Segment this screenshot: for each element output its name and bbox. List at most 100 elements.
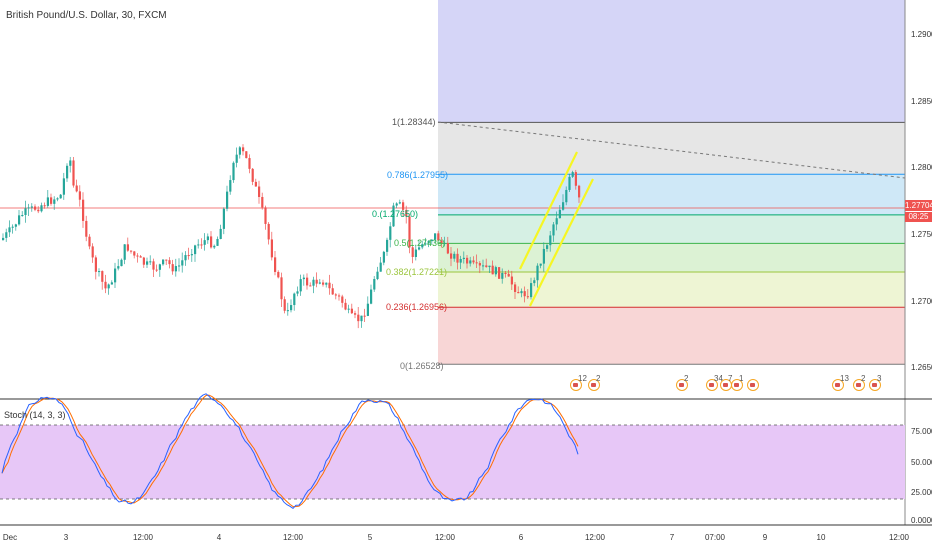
fib-label-0786: 0.786(1.27955) bbox=[387, 170, 449, 180]
candle bbox=[427, 240, 430, 248]
candle bbox=[34, 204, 37, 212]
stoch-tick: 50.0000 bbox=[911, 458, 932, 467]
price-tick: 1.27000 bbox=[911, 297, 932, 306]
channel-lower-line[interactable] bbox=[529, 178, 594, 307]
candle bbox=[376, 266, 379, 281]
candle bbox=[379, 256, 382, 272]
candle bbox=[174, 258, 177, 277]
candle bbox=[242, 144, 245, 156]
price-tick: 1.28000 bbox=[911, 163, 932, 172]
candle bbox=[2, 233, 5, 241]
channel-upper-line[interactable] bbox=[519, 151, 578, 270]
candle bbox=[408, 213, 411, 254]
candle bbox=[219, 224, 222, 240]
candle bbox=[322, 279, 325, 287]
candle bbox=[158, 263, 161, 277]
event-count: 2 bbox=[861, 374, 866, 383]
candle bbox=[270, 231, 273, 261]
time-tick: 12:00 bbox=[584, 533, 606, 542]
candle bbox=[85, 215, 88, 242]
candle bbox=[507, 269, 510, 277]
candle bbox=[210, 231, 213, 249]
candle bbox=[318, 278, 321, 285]
candle bbox=[235, 147, 238, 168]
candle bbox=[494, 265, 497, 277]
candle bbox=[331, 283, 334, 295]
candle bbox=[203, 233, 206, 251]
candle bbox=[155, 264, 158, 272]
event-marker[interactable]: 2 bbox=[676, 374, 692, 398]
candle bbox=[542, 242, 545, 272]
candle bbox=[578, 184, 581, 203]
candle bbox=[402, 199, 405, 217]
flag-icon bbox=[869, 379, 881, 391]
event-count: 34 bbox=[714, 374, 723, 383]
candle bbox=[171, 259, 174, 275]
candle bbox=[206, 233, 209, 244]
candle bbox=[152, 258, 155, 278]
candle bbox=[50, 193, 53, 206]
candle bbox=[312, 276, 315, 294]
fib-zone bbox=[438, 214, 905, 244]
candle bbox=[254, 178, 257, 187]
candle bbox=[37, 206, 40, 214]
candle bbox=[443, 236, 446, 247]
candle bbox=[245, 151, 248, 159]
event-marker[interactable] bbox=[747, 374, 761, 398]
flag-icon bbox=[832, 379, 844, 391]
fib-zone bbox=[438, 271, 905, 308]
candle bbox=[258, 180, 261, 204]
candle bbox=[168, 257, 171, 269]
fib-retracement-lines[interactable] bbox=[438, 121, 905, 365]
candle bbox=[286, 302, 289, 316]
candle bbox=[485, 258, 488, 268]
stoch-indicator-label[interactable]: Stoch (14, 3, 3) bbox=[4, 410, 66, 420]
candle bbox=[283, 296, 286, 314]
candle bbox=[389, 222, 392, 248]
fib-trend-line[interactable] bbox=[437, 121, 906, 179]
candle bbox=[450, 247, 453, 267]
candle bbox=[552, 222, 555, 242]
candle bbox=[277, 270, 280, 279]
event-marker[interactable]: 1 bbox=[731, 374, 745, 398]
candle bbox=[539, 263, 542, 269]
time-tick: 12:00 bbox=[888, 533, 910, 542]
candle bbox=[299, 274, 302, 296]
event-marker[interactable]: 2 bbox=[853, 374, 867, 398]
event-marker[interactable]: 2 bbox=[588, 374, 604, 398]
candle bbox=[437, 230, 440, 241]
event-marker[interactable]: 34 bbox=[706, 374, 724, 398]
candle bbox=[24, 200, 27, 223]
candle bbox=[232, 161, 235, 183]
time-tick: 9 bbox=[762, 533, 768, 542]
candle bbox=[498, 266, 501, 279]
candle bbox=[510, 270, 513, 290]
candle bbox=[104, 274, 107, 294]
fib-label-0382: 0.382(1.27221) bbox=[386, 267, 448, 277]
candle bbox=[341, 294, 344, 308]
stoch-k-line[interactable] bbox=[1, 393, 579, 510]
bar-countdown-badge: 08:25 bbox=[905, 212, 932, 222]
stoch-d-line[interactable] bbox=[1, 394, 579, 508]
candle bbox=[213, 244, 216, 250]
candle bbox=[405, 205, 408, 224]
candle bbox=[229, 175, 232, 195]
event-marker[interactable]: 13 bbox=[832, 374, 850, 398]
time-tick: 12:00 bbox=[132, 533, 154, 542]
event-marker[interactable]: 3 bbox=[869, 374, 883, 398]
candle bbox=[536, 263, 539, 288]
event-count: 3 bbox=[877, 374, 882, 383]
candle bbox=[571, 170, 574, 178]
symbol-title[interactable]: British Pound/U.S. Dollar, 30, FXCM bbox=[6, 10, 167, 21]
last-price-badge: 1.27704 bbox=[905, 200, 932, 211]
candle bbox=[482, 259, 485, 271]
candle bbox=[459, 255, 462, 269]
event-marker[interactable]: 12 bbox=[570, 374, 590, 398]
candlestick-series[interactable] bbox=[2, 144, 581, 329]
candle bbox=[411, 245, 414, 264]
flag-icon bbox=[853, 379, 865, 391]
time-tick: 12:00 bbox=[282, 533, 304, 542]
projection-zone bbox=[438, 0, 905, 122]
event-count: 2 bbox=[684, 374, 689, 383]
